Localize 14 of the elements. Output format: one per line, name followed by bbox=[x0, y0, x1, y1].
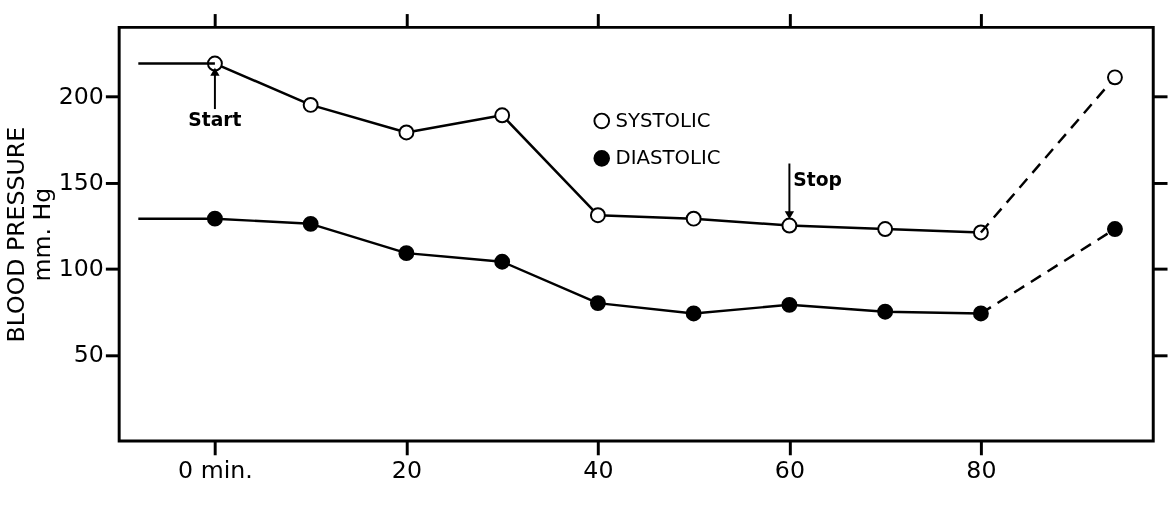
x-tick-label: 0 min. bbox=[178, 455, 253, 484]
x-tick-label: 60 bbox=[774, 455, 805, 484]
legend-label: DIASTOLIC bbox=[615, 146, 721, 170]
y-tick-label: 50 bbox=[73, 340, 104, 369]
y-tick-label: 150 bbox=[58, 167, 104, 196]
x-tick-label: 80 bbox=[966, 455, 997, 484]
annotation: Stop bbox=[793, 169, 842, 191]
y-axis-title: BLOOD PRESSURE mm. Hg bbox=[2, 126, 56, 343]
y-tick-label: 100 bbox=[58, 254, 104, 283]
annotation: Start bbox=[188, 108, 242, 130]
x-tick-label: 40 bbox=[583, 455, 614, 484]
y-tick-label: 200 bbox=[58, 81, 104, 110]
x-tick-label: 20 bbox=[391, 455, 422, 484]
legend-label: SYSTOLIC bbox=[615, 108, 711, 132]
